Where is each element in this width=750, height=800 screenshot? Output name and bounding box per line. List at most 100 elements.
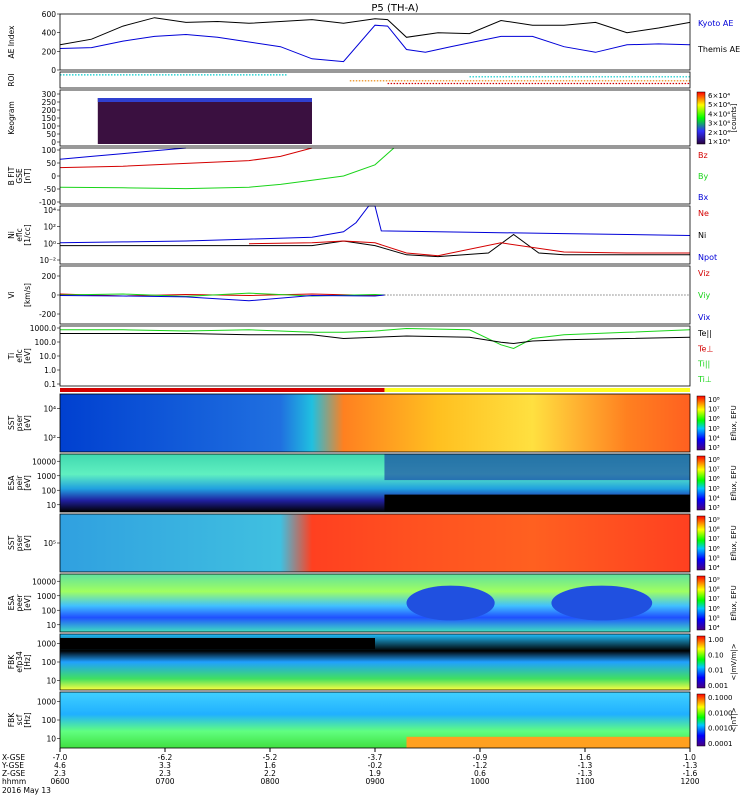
fbk-b-cb-tick: 0.1000: [708, 694, 733, 702]
fbk-e-cb-tick: 0.001: [708, 682, 728, 690]
fbk-b-colorbar: [696, 693, 706, 747]
density-ytick: 10⁻²: [39, 256, 56, 265]
esa-ion-ytick: 1000: [37, 472, 56, 481]
x-tick-t: 0600: [50, 777, 69, 786]
fbk-e-ytick: 10: [46, 677, 56, 686]
panel-b-field: Bz By Bx 100 50 0 -50 -100 B FIT GSE [nT]: [7, 146, 708, 207]
x-tick-y: -0.2: [368, 761, 383, 770]
keogram-band: [97, 98, 312, 102]
fbk-b-cb-label: <|nT|>: [730, 707, 738, 732]
b-field-series-bz: [59, 147, 313, 169]
x-tick-x: -3.7: [368, 753, 383, 762]
ae-index-ytick: 200: [42, 47, 57, 56]
x-tick-y: -1.3: [578, 761, 593, 770]
fbk-e-cb-label: <|mV/m|>: [730, 643, 738, 680]
esa-electron-cb-tick: 10⁸: [708, 586, 720, 594]
temperature-ytick: 10.0: [39, 352, 56, 361]
x-tick-t: 1000: [470, 777, 489, 786]
x-tick-x: -7.0: [53, 753, 68, 762]
b-field-legend-1: By: [698, 172, 708, 181]
sst-ion-colorbar: [696, 395, 706, 451]
ae-index-ytick: 400: [42, 29, 57, 38]
temperature-sublabel: eflc: [15, 349, 24, 362]
sst-electron-cb-tick: 10⁷: [708, 535, 720, 543]
x-tick-x: 1.6: [579, 753, 591, 762]
sst-ion-spectrogram: [60, 394, 690, 452]
sst-electron-cb-tick: 10⁵: [708, 554, 720, 562]
temperature-legend-0: Te||: [697, 329, 712, 338]
x-tick-x: -6.2: [158, 753, 173, 762]
keogram-ylabel: Keogram: [7, 101, 16, 135]
temperature-ytick: 1000.0: [30, 324, 56, 333]
esa-ion-ylabel: ESA: [7, 475, 16, 491]
esa-electron-ytick: 10: [46, 621, 56, 630]
sst-ion-cb-tick: 10⁴: [708, 434, 720, 442]
esa-electron-unit: [eV]: [23, 595, 32, 611]
keogram-cb-tick: 4×10⁴: [708, 110, 730, 118]
sst-electron-spectrogram: [60, 514, 690, 572]
keogram-ytick: 50: [46, 130, 56, 139]
x-tick-z: 2.2: [264, 769, 276, 778]
x-tick-z: -1.3: [578, 769, 593, 778]
b-field-sublabel: GSE: [15, 168, 24, 184]
fbk-e-ylabel: FBK: [7, 654, 16, 669]
b-field-ylabel: B FIT: [7, 166, 16, 185]
sst-ion-unit: [eV]: [23, 415, 32, 431]
esa-el-hole-1: [406, 585, 495, 621]
x-row-label: X-GSE: [2, 753, 25, 762]
keogram-cb-tick: 5×10⁴: [708, 101, 730, 109]
density-legend-2: Npot: [698, 253, 717, 262]
density-legend-1: Ni: [698, 231, 706, 240]
esa-ion-cb-tick: 10⁸: [708, 456, 720, 464]
esa-electron-cb-label: Eflux, EFU: [730, 585, 738, 620]
ae-index-ylabel: AE Index: [7, 25, 16, 58]
x-tick-z: 1.9: [369, 769, 381, 778]
keogram-cb-tick: 2×10⁴: [708, 129, 730, 137]
b-field-series-bx: [59, 147, 187, 160]
sst-electron-ylabel: SST: [7, 536, 16, 551]
fbk-e-cb-tick: 0.10: [708, 651, 724, 659]
keogram-ytick: 100: [42, 122, 57, 131]
fbk-e-sublabel: efp34: [15, 651, 24, 673]
sst-ion-frame: [59, 393, 691, 453]
x-tick-y: 3.3: [159, 761, 171, 770]
esa-ion-cb-tick: 10⁴: [708, 494, 720, 502]
b-field-ytick: -50: [44, 185, 56, 194]
fbk-b-cb-tick: 0.0100: [708, 709, 733, 717]
fbk-b-ytick: 10: [46, 735, 56, 744]
x-tick-z: 2.3: [159, 769, 171, 778]
x-tick-y: 1.6: [264, 761, 276, 770]
esa-el-hole-2: [551, 585, 653, 621]
fbk-e-ytick: 100: [42, 658, 57, 667]
fbk-e-cb-tick: 0.01: [708, 667, 724, 675]
sst-ion-ylabel: SST: [7, 416, 16, 431]
panel-ae-index: Kyoto AE Themis AE 0 200 400 600 AE Index: [7, 10, 740, 75]
b-field-ytick: -100: [39, 198, 56, 207]
density-ytick: 10²: [43, 223, 56, 232]
esa-ion-ytick: 100: [42, 486, 57, 495]
panels: Kyoto AE Themis AE 0 200 400 600 AE Index ROI 6×…: [7, 10, 740, 749]
temperature-unit: [eV]: [23, 348, 32, 364]
sst-electron-ytick: 10⁵: [43, 539, 56, 548]
keogram-ytick: 200: [42, 106, 57, 115]
fbk-b-ylabel: FBK: [7, 712, 16, 727]
esa-electron-cb-tick: 10⁵: [708, 614, 720, 622]
roi-frame: [59, 71, 691, 89]
panel-fbk-e: 1.00 0.10 0.01 0.001<|mV/m|> 10 100 1000 FBK efp…: [7, 633, 738, 691]
esa-electron-ytick: 10000: [32, 577, 56, 586]
esa-ion-ytick: 10000: [32, 457, 56, 466]
ae-index-legend-0: Kyoto AE: [698, 19, 733, 28]
x-tick-x: -5.2: [263, 753, 278, 762]
density-unit: [1/cc]: [23, 224, 32, 245]
esa-electron-frame: [59, 573, 691, 633]
density-frame: [59, 205, 691, 265]
esa-ion-sublabel: peir: [15, 475, 24, 490]
x-tick-z: 0.6: [474, 769, 486, 778]
panel-roi: ROI: [7, 71, 691, 89]
esa-electron-colorbar: [696, 575, 706, 631]
esa-ion-cb-tick: 10⁷: [708, 466, 720, 474]
